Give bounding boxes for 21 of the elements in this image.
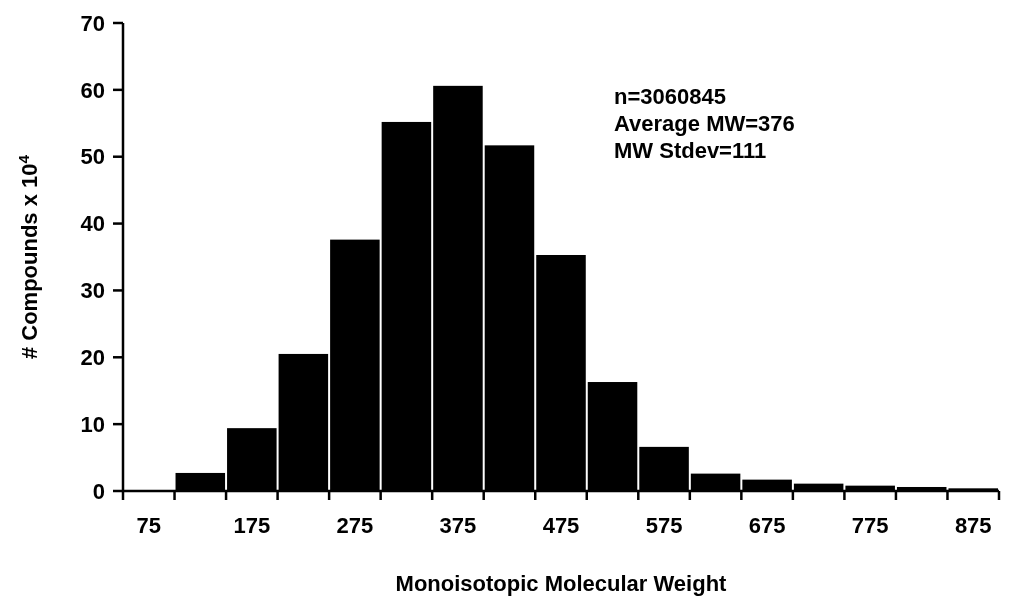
x-tick-label: 675 [748, 513, 786, 538]
y-tick-label: 10 [80, 411, 105, 437]
y-tick-label: 40 [80, 211, 105, 237]
x-tick-label: 575 [645, 513, 683, 538]
x-tick-label: 75 [136, 513, 162, 538]
x-tick-label: 375 [439, 513, 477, 538]
x-tick-label: 175 [233, 513, 271, 538]
y-tick-label: 20 [80, 344, 105, 370]
y-tick-label: 50 [80, 144, 105, 170]
x-tick-label: 775 [851, 513, 889, 538]
y-tick-label: 0 [92, 478, 105, 504]
y-tick-label: 60 [80, 77, 105, 103]
x-axis-title: Monoisotopic Molecular Weight [395, 571, 728, 596]
x-tick-label: 475 [542, 513, 580, 538]
x-tick-label: 275 [336, 513, 374, 538]
y-tick-label: 30 [80, 278, 105, 304]
y-tick-label: 70 [80, 10, 105, 36]
annotation: MW Stdev=111 [614, 138, 767, 163]
annotation: Average MW=376 [614, 111, 795, 136]
annotation: n=3060845 [614, 84, 726, 109]
x-tick-label: 875 [954, 513, 992, 538]
